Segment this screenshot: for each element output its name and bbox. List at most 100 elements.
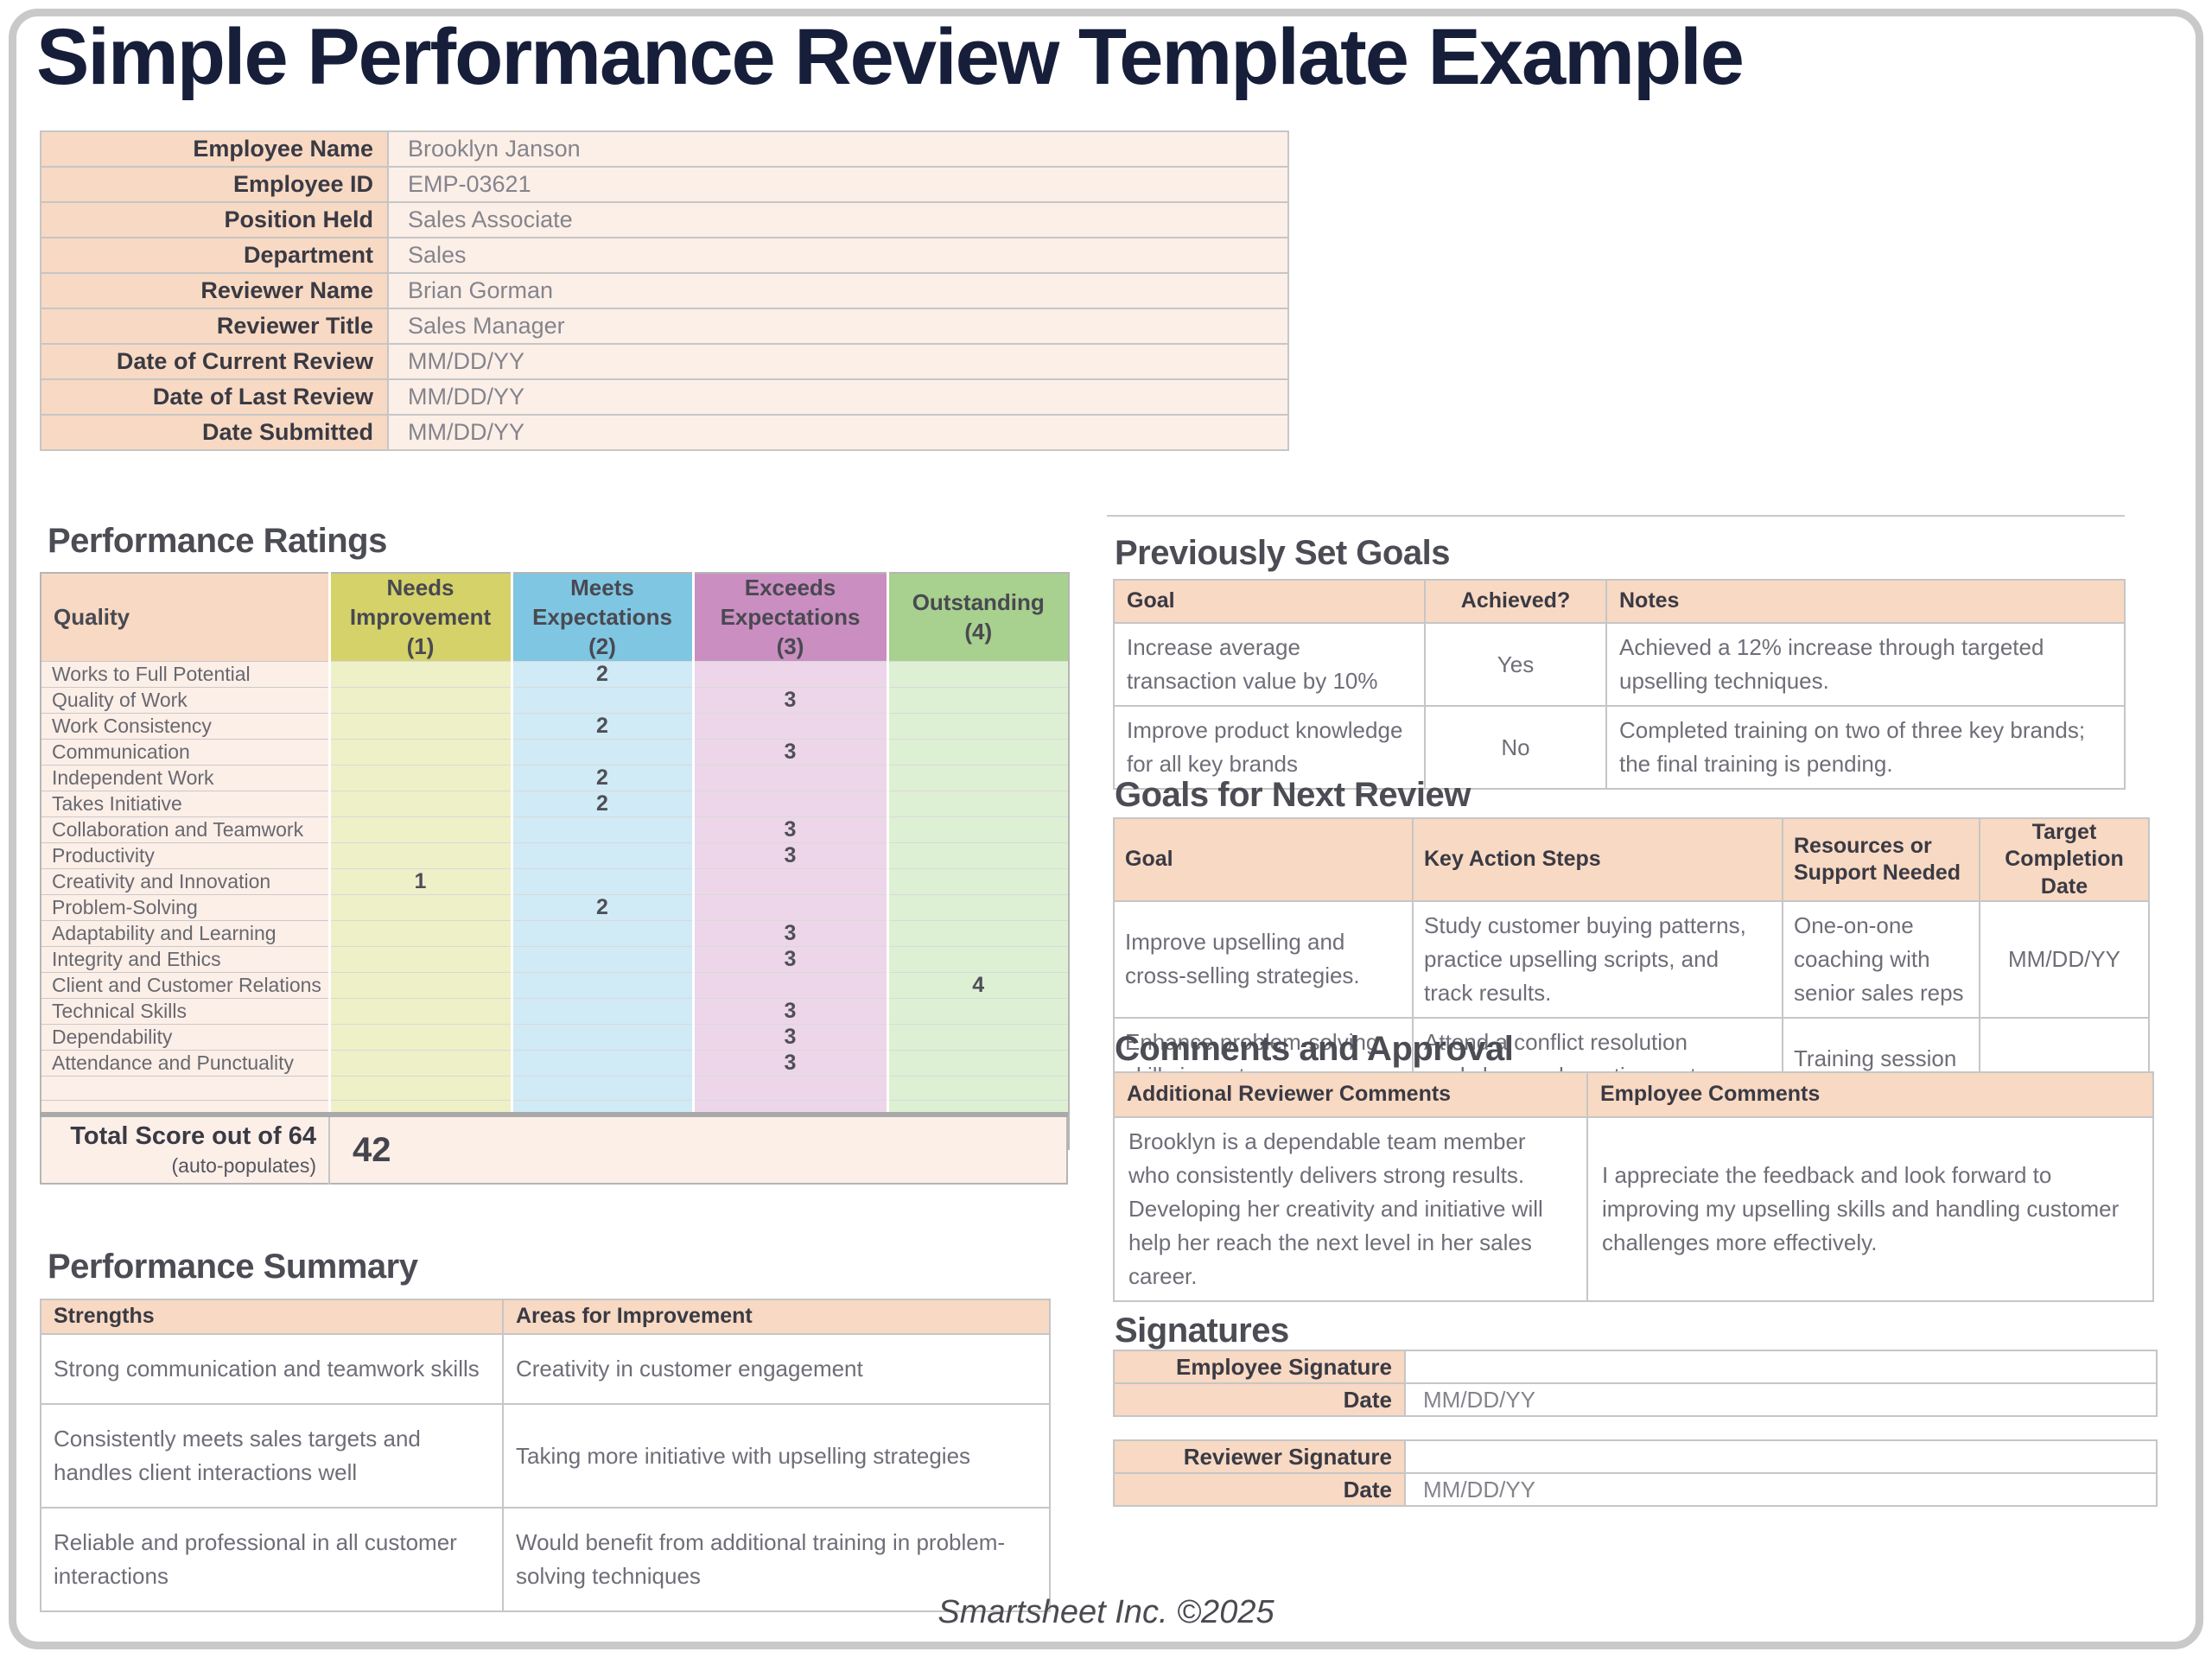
employee-info-value[interactable]: MM/DD/YY: [387, 414, 1289, 451]
rating-cell-needs-improvement[interactable]: 1: [327, 868, 512, 895]
employee-info-value[interactable]: Brooklyn Janson: [387, 130, 1289, 168]
rating-cell-exceeds-expectations[interactable]: 3: [691, 1050, 887, 1077]
rating-cell-exceeds-expectations[interactable]: [691, 765, 887, 791]
rating-cell-outstanding[interactable]: [886, 1050, 1069, 1077]
psg-notes-cell[interactable]: Completed training on two of three key b…: [1605, 705, 2126, 790]
rating-cell-meets-expectations[interactable]: [510, 739, 693, 765]
signature-value[interactable]: [1404, 1350, 2158, 1384]
rating-cell-outstanding[interactable]: [886, 791, 1069, 817]
rating-cell-outstanding[interactable]: [886, 946, 1069, 973]
rating-cell-exceeds-expectations[interactable]: 3: [691, 946, 887, 973]
rating-cell-meets-expectations[interactable]: 2: [510, 661, 693, 688]
rating-cell-exceeds-expectations[interactable]: 3: [691, 1024, 887, 1051]
psg-goal-cell[interactable]: Increase average transaction value by 10…: [1113, 622, 1426, 707]
rating-cell-meets-expectations[interactable]: 2: [510, 894, 693, 921]
rating-cell-exceeds-expectations[interactable]: 3: [691, 687, 887, 714]
rating-cell-meets-expectations[interactable]: [510, 1024, 693, 1051]
rating-cell-needs-improvement[interactable]: [327, 1050, 512, 1077]
employee-info-value[interactable]: Sales Associate: [387, 201, 1289, 238]
employee-info-value[interactable]: EMP-03621: [387, 166, 1289, 203]
rating-cell-meets-expectations[interactable]: 2: [510, 791, 693, 817]
rating-cell-outstanding[interactable]: [886, 687, 1069, 714]
rating-cell-meets-expectations[interactable]: [510, 687, 693, 714]
rating-cell-exceeds-expectations[interactable]: [691, 661, 887, 688]
rating-cell-meets-expectations[interactable]: [510, 998, 693, 1025]
employee-info-value[interactable]: MM/DD/YY: [387, 343, 1289, 380]
rating-cell-exceeds-expectations[interactable]: 3: [691, 816, 887, 843]
psg-achieved-cell[interactable]: Yes: [1424, 622, 1607, 707]
rating-cell-needs-improvement[interactable]: [327, 972, 512, 999]
rating-cell-meets-expectations[interactable]: 2: [510, 765, 693, 791]
rating-cell-exceeds-expectations[interactable]: 3: [691, 920, 887, 947]
summary-areas-cell[interactable]: Taking more initiative with upselling st…: [502, 1403, 1051, 1509]
rating-cell-needs-improvement[interactable]: [327, 1024, 512, 1051]
psg-notes-cell[interactable]: Achieved a 12% increase through targeted…: [1605, 622, 2126, 707]
rating-cell-meets-expectations[interactable]: [510, 972, 693, 999]
rating-cell-exceeds-expectations[interactable]: 3: [691, 842, 887, 869]
rating-cell-exceeds-expectations[interactable]: 3: [691, 739, 887, 765]
rating-cell-exceeds-expectations[interactable]: [691, 894, 887, 921]
gnr-date-cell[interactable]: MM/DD/YY: [1979, 899, 2150, 1019]
rating-cell-outstanding[interactable]: [886, 739, 1069, 765]
rating-cell-needs-improvement[interactable]: [327, 816, 512, 843]
signature-value[interactable]: MM/DD/YY: [1404, 1472, 2158, 1507]
summary-strengths-cell[interactable]: Consistently meets sales targets and han…: [40, 1403, 504, 1509]
rating-cell-outstanding[interactable]: [886, 765, 1069, 791]
gnr-steps-cell[interactable]: Study customer buying patterns, practice…: [1412, 899, 1783, 1019]
rating-cell-exceeds-expectations[interactable]: [691, 791, 887, 817]
summary-areas-cell[interactable]: Would benefit from additional training i…: [502, 1507, 1051, 1612]
rating-cell-needs-improvement[interactable]: [327, 920, 512, 947]
rating-cell-outstanding[interactable]: [886, 1076, 1069, 1101]
rating-cell-needs-improvement[interactable]: [327, 842, 512, 869]
rating-cell-needs-improvement[interactable]: [327, 791, 512, 817]
summary-strengths-cell[interactable]: Reliable and professional in all custome…: [40, 1507, 504, 1612]
summary-strengths-cell[interactable]: Strong communication and teamwork skills: [40, 1333, 504, 1405]
employee-info-value[interactable]: Brian Gorman: [387, 272, 1289, 309]
rating-cell-exceeds-expectations[interactable]: [691, 713, 887, 740]
rating-cell-needs-improvement[interactable]: [327, 998, 512, 1025]
rating-cell-needs-improvement[interactable]: [327, 1076, 512, 1101]
rating-cell-outstanding[interactable]: [886, 920, 1069, 947]
employee-info-value[interactable]: MM/DD/YY: [387, 378, 1289, 416]
psg-achieved-cell[interactable]: No: [1424, 705, 1607, 790]
rating-cell-outstanding[interactable]: [886, 894, 1069, 921]
psg-goal-cell[interactable]: Improve product knowledge for all key br…: [1113, 705, 1426, 790]
rating-cell-meets-expectations[interactable]: [510, 1050, 693, 1077]
rating-cell-outstanding[interactable]: [886, 816, 1069, 843]
rating-cell-meets-expectations[interactable]: 2: [510, 713, 693, 740]
rating-cell-exceeds-expectations[interactable]: 3: [691, 998, 887, 1025]
signature-value[interactable]: MM/DD/YY: [1404, 1382, 2158, 1417]
rating-cell-outstanding[interactable]: [886, 998, 1069, 1025]
rating-cell-needs-improvement[interactable]: [327, 765, 512, 791]
rating-cell-outstanding[interactable]: [886, 713, 1069, 740]
rating-cell-needs-improvement[interactable]: [327, 946, 512, 973]
rating-cell-meets-expectations[interactable]: [510, 816, 693, 843]
rating-cell-needs-improvement[interactable]: [327, 687, 512, 714]
rating-cell-exceeds-expectations[interactable]: [691, 868, 887, 895]
reviewer-comments-cell[interactable]: Brooklyn is a dependable team member who…: [1113, 1116, 1588, 1302]
rating-cell-meets-expectations[interactable]: [510, 842, 693, 869]
rating-cell-exceeds-expectations[interactable]: [691, 972, 887, 999]
rating-cell-outstanding[interactable]: [886, 661, 1069, 688]
rating-cell-needs-improvement[interactable]: [327, 661, 512, 688]
rating-cell-exceeds-expectations[interactable]: [691, 1076, 887, 1101]
gnr-resources-cell[interactable]: One-on-one coaching with senior sales re…: [1782, 899, 1980, 1019]
rating-cell-meets-expectations[interactable]: [510, 946, 693, 973]
signature-value[interactable]: [1404, 1439, 2158, 1474]
rating-cell-outstanding[interactable]: [886, 868, 1069, 895]
rating-cell-outstanding[interactable]: 4: [886, 972, 1069, 999]
gnr-goal-cell[interactable]: Improve upselling and cross-selling stra…: [1113, 899, 1414, 1019]
rating-cell-needs-improvement[interactable]: [327, 739, 512, 765]
rating-cell-outstanding[interactable]: [886, 842, 1069, 869]
summary-areas-cell[interactable]: Creativity in customer engagement: [502, 1333, 1051, 1405]
employee-info-value[interactable]: Sales Manager: [387, 308, 1289, 345]
rating-cell-meets-expectations[interactable]: [510, 1076, 693, 1101]
rating-cell-needs-improvement[interactable]: [327, 713, 512, 740]
rating-cell-meets-expectations[interactable]: [510, 920, 693, 947]
employee-comments-cell[interactable]: I appreciate the feedback and look forwa…: [1586, 1116, 2154, 1302]
employee-info-value[interactable]: Sales: [387, 237, 1289, 274]
rating-cell-meets-expectations[interactable]: [510, 868, 693, 895]
rating-cell-needs-improvement[interactable]: [327, 894, 512, 921]
rating-cell-outstanding[interactable]: [886, 1024, 1069, 1051]
